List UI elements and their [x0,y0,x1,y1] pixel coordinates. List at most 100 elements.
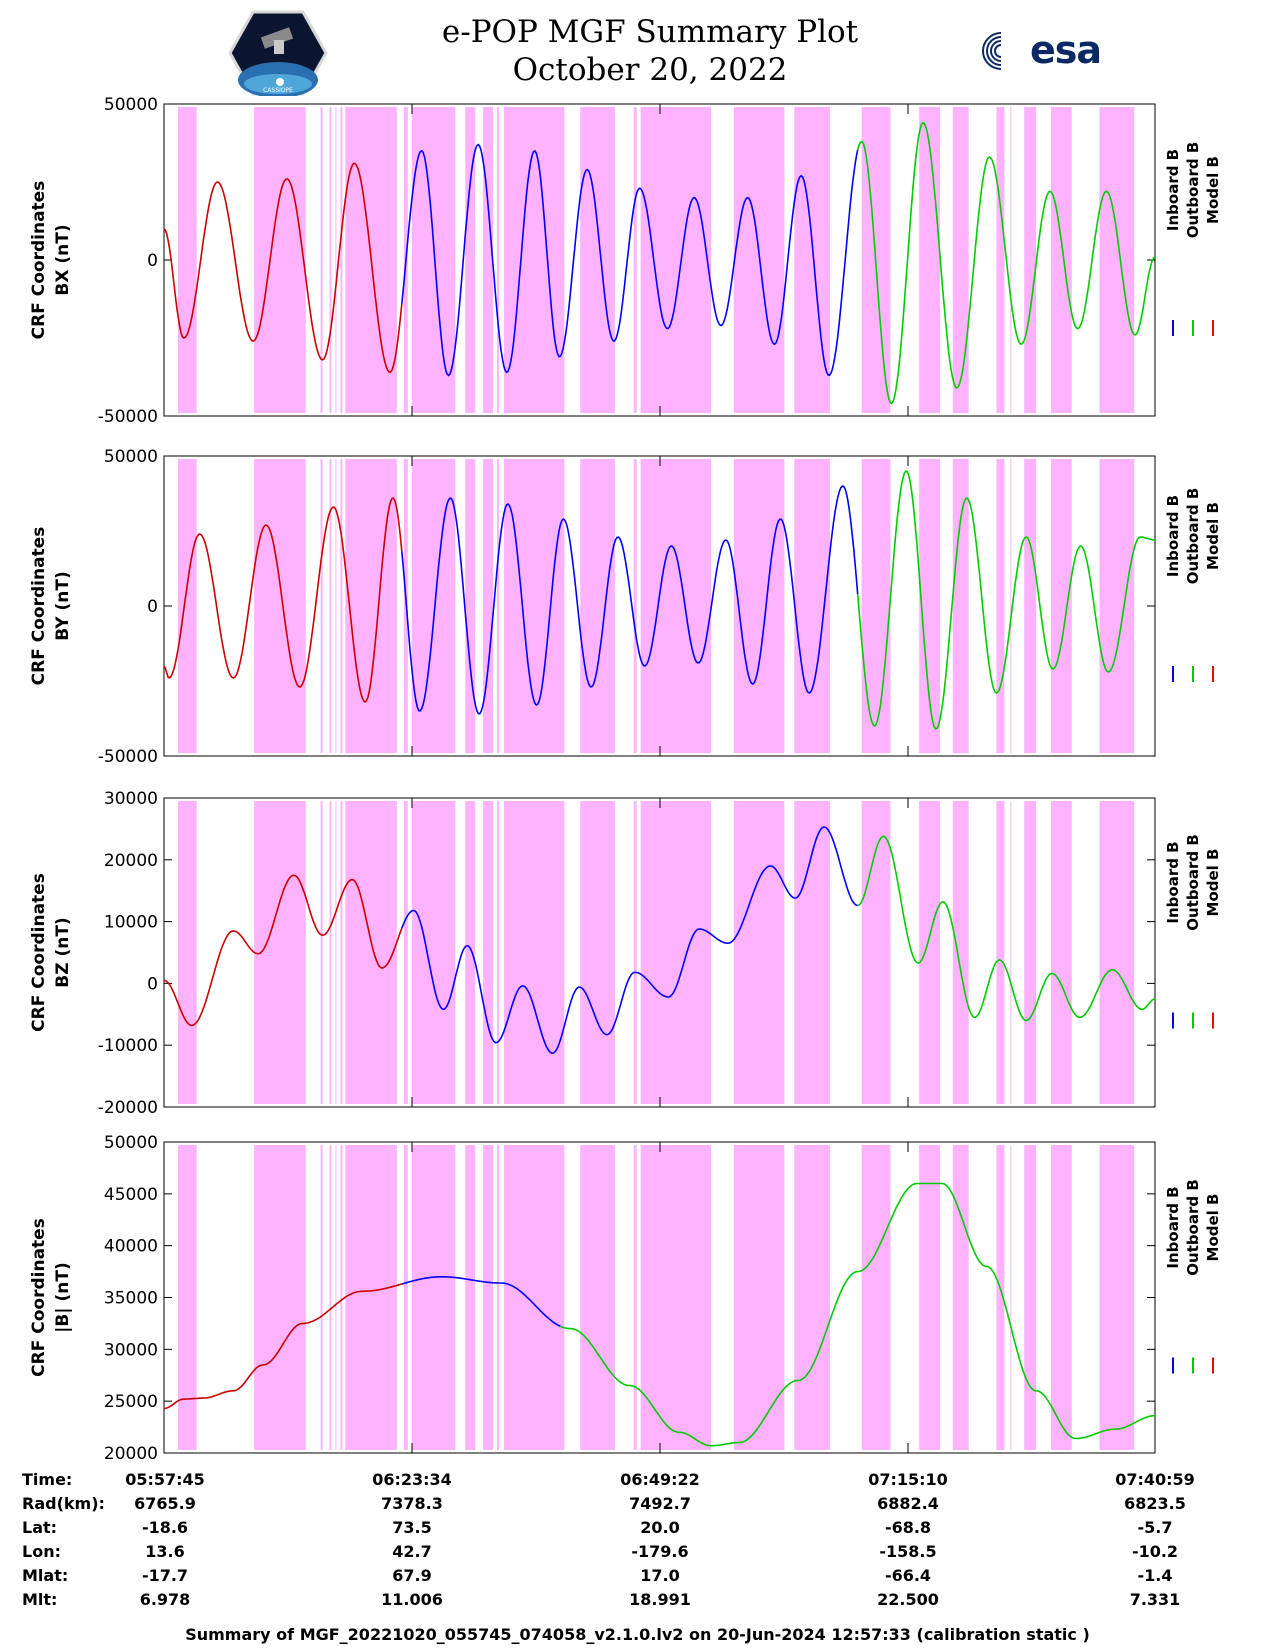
y-tick-label: 30000 [104,789,158,809]
shaded-interval [503,1145,565,1450]
cassiope-logo: CASSIOPE [228,10,328,96]
shaded-interval [320,1145,323,1450]
table-cell-time: 05:57:45 [125,1470,205,1489]
table-cell-rad: 7378.3 [381,1494,443,1513]
y-tick-label: 50000 [104,447,158,467]
chart-panel-3: 30000 20000 10000 0 -10000 -20000 CRF Coordina… [29,789,1222,1118]
shaded-interval [496,459,499,753]
shaded-interval [733,1145,785,1450]
shaded-interval [254,1145,306,1450]
shaded-interval [580,801,615,1104]
shaded-interval [1024,1145,1037,1450]
shaded-interval [1099,459,1135,753]
time-label: Time: [22,1470,73,1489]
table-cell-lat: 20.0 [640,1518,680,1537]
y-tick-label: -50000 [98,407,158,427]
series-line-inboard [401,1276,561,1328]
shaded-interval [633,1145,637,1450]
shaded-interval [465,801,476,1104]
plot-title-line2: October 20, 2022 [512,52,788,88]
series-line-inboard [569,149,859,377]
lon-label: Lon: [22,1542,61,1561]
series-line-outboard [857,835,1156,1022]
legend-label: Inboard B [1164,841,1182,923]
y-axis-label-line2: BY (nT) [53,571,73,641]
shaded-interval [335,107,337,413]
shaded-interval [919,1145,940,1450]
legend-label: Model B [1204,1194,1222,1262]
shaded-interval [919,459,940,753]
shaded-interval [496,801,499,1104]
shaded-interval [1010,107,1012,413]
shaded-interval [177,459,197,753]
shaded-interval [633,107,637,413]
shaded-interval [254,459,306,753]
series-line-outboard [856,121,1156,405]
table-cell-mlt: 7.331 [1129,1590,1181,1609]
y-tick-label: 10000 [104,913,158,933]
shaded-interval [1024,801,1037,1104]
table-cell-lon: 42.7 [392,1542,432,1561]
legend-label: Outboard B [1184,142,1202,239]
table-cell-lat: -18.6 [141,1518,189,1537]
shaded-interval [952,107,969,413]
shaded-interval [996,1145,1005,1450]
shaded-interval [1010,459,1012,753]
shaded-interval [335,801,337,1104]
legend-label: Outboard B [1184,488,1202,585]
shaded-interval [919,107,940,413]
y-axis-label-line1: CRF Coordinates [29,181,49,340]
y-axis-label-line2: BX (nT) [53,224,73,295]
legend-label: Inboard B [1164,1186,1182,1268]
shaded-interval [1010,1145,1012,1450]
table-cell-mlt: 11.006 [381,1590,443,1609]
y-tick-label: 0 [147,251,158,271]
shaded-interval [861,1145,891,1450]
y-tick-label: 0 [147,974,158,994]
mlt-label: Mlt: [22,1590,58,1609]
y-tick-label: -20000 [98,1098,158,1118]
shaded-interval [340,459,343,753]
shaded-interval [996,801,1005,1104]
legend-label: Outboard B [1184,1179,1202,1276]
legend-label: Model B [1204,502,1222,570]
shaded-interval [640,1145,712,1450]
cassiope-logo-text: CASSIOPE [263,87,293,94]
shaded-interval [996,107,1005,413]
shaded-interval [483,801,494,1104]
y-tick-label: 20000 [104,1444,158,1464]
y-tick-label: 35000 [104,1289,158,1309]
shaded-interval [411,801,456,1104]
y-axis-label-line1: CRF Coordinates [29,873,49,1032]
shaded-interval [1050,1145,1072,1450]
legend-label: Model B [1204,156,1222,224]
legend-label: Inboard B [1164,495,1182,577]
shaded-interval [1050,459,1072,753]
shaded-interval [345,1145,397,1450]
y-axis-label-line2: |B| (nT) [53,1262,73,1333]
shaded-interval [794,801,830,1104]
table-cell-lat: -68.8 [884,1518,932,1537]
shaded-interval [1099,801,1135,1104]
rad-label: Rad(km): [22,1494,105,1513]
shaded-interval [320,459,323,753]
y-axis-label-line1: CRF Coordinates [29,1218,49,1377]
shaded-interval [919,801,940,1104]
shaded-interval [411,107,456,413]
series-line-model [163,874,403,1027]
shaded-interval [465,459,476,753]
shaded-interval [503,107,565,413]
table-cell-time: 07:40:59 [1115,1470,1195,1489]
series-line-outboard [560,1182,1155,1447]
table-cell-lat: 73.5 [392,1518,432,1537]
table-cell-time: 07:15:10 [868,1470,948,1489]
shaded-interval [254,107,306,413]
shaded-interval [465,1145,476,1450]
shaded-interval [177,107,197,413]
shaded-interval [633,801,637,1104]
shaded-interval [733,459,785,753]
shaded-interval [403,801,408,1104]
legend-label: Model B [1204,849,1222,917]
legend-label: Outboard B [1184,834,1202,931]
shaded-interval [340,1145,343,1450]
